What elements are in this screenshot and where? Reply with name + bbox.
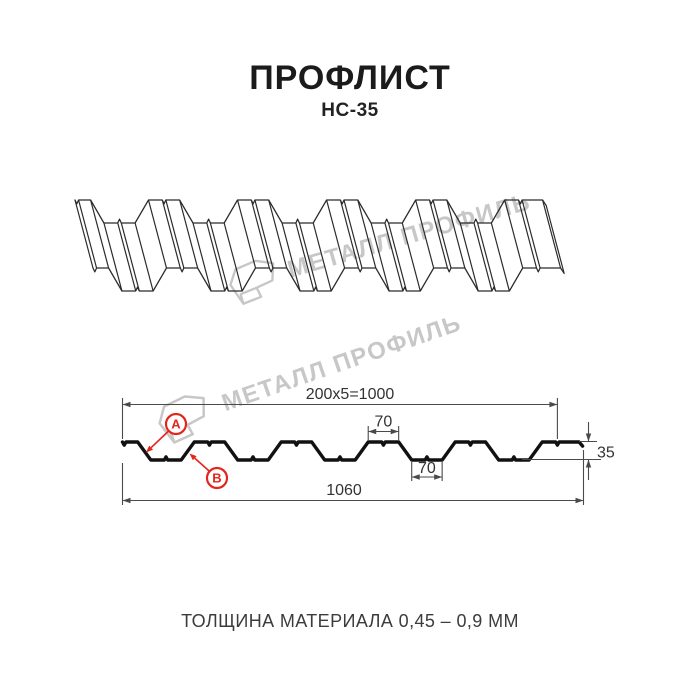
svg-text:35: 35 (597, 445, 615, 462)
svg-text:А: А (171, 417, 181, 432)
cross-section-view (120, 440, 585, 462)
svg-text:70: 70 (375, 414, 393, 431)
svg-text:1060: 1060 (326, 482, 362, 499)
svg-text:В: В (212, 471, 221, 486)
marker-b: В (189, 453, 229, 490)
metal-profile-logo-icon (229, 259, 275, 305)
dimension-height: 35 (522, 422, 615, 480)
dimension-overall-width: 1060 (121, 450, 585, 505)
dimension-module-width: 200x5=1000 (121, 386, 558, 439)
marker-a: А (146, 412, 188, 453)
profile-sheet-isometric (74, 199, 565, 292)
profile-model: НС-35 (321, 100, 379, 121)
thickness-note: ТОЛЩИНА МАТЕРИАЛА 0,45 – 0,9 ММ (181, 611, 519, 631)
page-title: ПРОФЛИСТ (249, 59, 451, 97)
svg-text:200x5=1000: 200x5=1000 (306, 386, 395, 403)
dimension-bottom-flange: 70 (411, 460, 443, 481)
svg-text:70: 70 (418, 460, 436, 477)
dimension-top-flange: 70 (367, 414, 400, 440)
watermark-isometric: МЕТАЛЛ ПРОФИЛЬ (220, 182, 536, 310)
